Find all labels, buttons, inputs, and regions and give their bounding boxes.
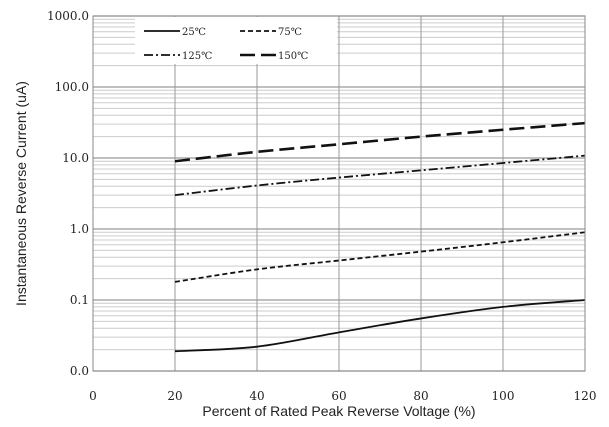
y-tick-labels: 0.0 0.1 1.0 10.0 100.0 1000.0 xyxy=(47,9,89,378)
x-tick-label: 20 xyxy=(167,389,182,403)
series-line-dashed xyxy=(174,231,586,283)
series-lines xyxy=(174,121,586,353)
y-tick-label: 10.0 xyxy=(62,151,89,165)
x-tick-label: 80 xyxy=(413,389,428,403)
legend-box xyxy=(135,17,337,64)
y-tick-label: 0.0 xyxy=(70,364,89,378)
legend-label: 150℃ xyxy=(278,51,308,62)
x-tick-label: 40 xyxy=(249,389,264,403)
legend: 25℃ 75℃ 125℃ 150℃ xyxy=(135,17,337,64)
x-tick-label: 120 xyxy=(574,389,597,403)
y-tick-label: 1.0 xyxy=(70,222,89,236)
legend-label: 25℃ xyxy=(182,27,206,38)
legend-label: 125℃ xyxy=(182,51,212,62)
x-tick-label: 100 xyxy=(492,389,515,403)
y-tick-label: 0.1 xyxy=(70,293,89,307)
x-axis-title: Percent of Rated Peak Reverse Voltage (%… xyxy=(202,403,475,419)
series-line-solid xyxy=(174,299,586,353)
grid-lines xyxy=(92,15,586,372)
y-tick-label: 100.0 xyxy=(55,80,89,94)
legend-label: 75℃ xyxy=(278,27,302,38)
x-tick-label: 0 xyxy=(89,389,97,403)
x-tick-label: 60 xyxy=(331,389,346,403)
series-line-dashdot xyxy=(174,154,586,197)
y-axis-title: Instantaneous Reverse Current (uA) xyxy=(13,81,29,306)
y-tick-label: 1000.0 xyxy=(47,9,89,23)
x-tick-labels: 0 20 40 60 80 100 120 xyxy=(89,389,596,403)
series-line-longdash xyxy=(174,121,586,163)
plot-frame xyxy=(92,15,586,372)
